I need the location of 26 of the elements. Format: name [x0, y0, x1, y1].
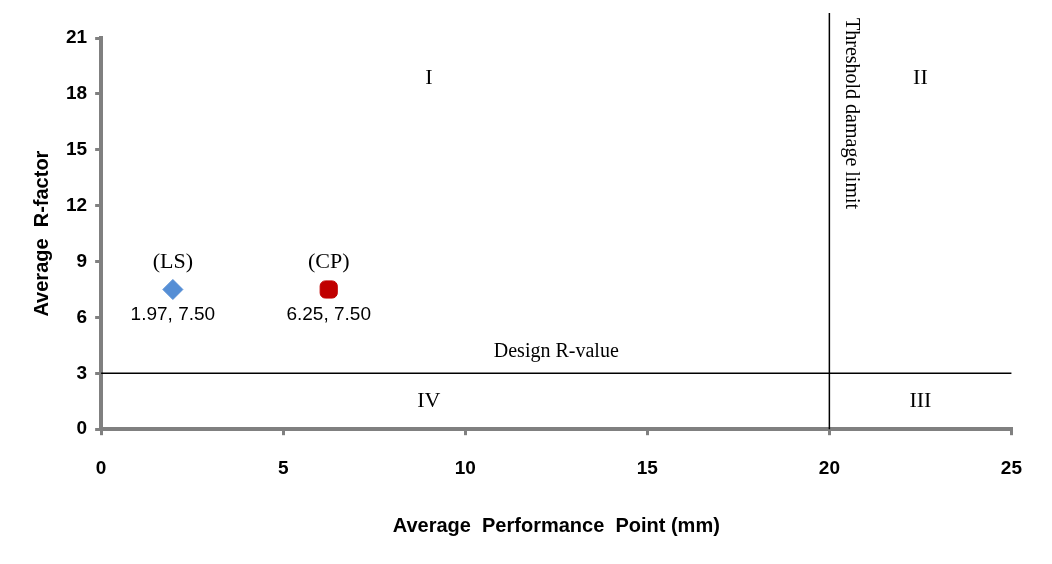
x-tick-label: 5: [277, 456, 289, 478]
x-tick-label: 25: [1000, 456, 1023, 478]
annotation: IV: [417, 387, 441, 413]
ref-line-label: Threshold damage limit: [841, 18, 865, 210]
y-tick-label: 21: [65, 26, 88, 48]
y-tick-label: 12: [65, 193, 88, 215]
y-tick-label: 18: [65, 82, 88, 104]
x-axis-title: Average Performance Point (mm): [392, 513, 720, 536]
x-tick-label: 20: [818, 456, 840, 478]
series-label: (LS): [152, 248, 194, 274]
y-tick-label: 3: [76, 361, 88, 383]
ref-line-label: Design R-value: [493, 338, 619, 362]
series-label: (CP): [307, 248, 350, 274]
annotation: III: [909, 387, 932, 413]
x-tick-label: 10: [454, 456, 476, 478]
annotation: II: [913, 63, 928, 89]
y-tick-label: 6: [76, 305, 88, 327]
x-tick-label: 15: [636, 456, 659, 478]
y-tick-label: 9: [76, 249, 88, 271]
data-label: 6.25, 7.50: [286, 303, 371, 325]
data-label: 1.97, 7.50: [130, 303, 216, 325]
y-tick-label: 15: [65, 138, 88, 160]
annotation: I: [425, 63, 433, 89]
x-tick-label: 0: [95, 456, 107, 478]
y-axis-title: Average R-factor: [29, 150, 52, 317]
y-tick-label: 0: [76, 417, 88, 439]
